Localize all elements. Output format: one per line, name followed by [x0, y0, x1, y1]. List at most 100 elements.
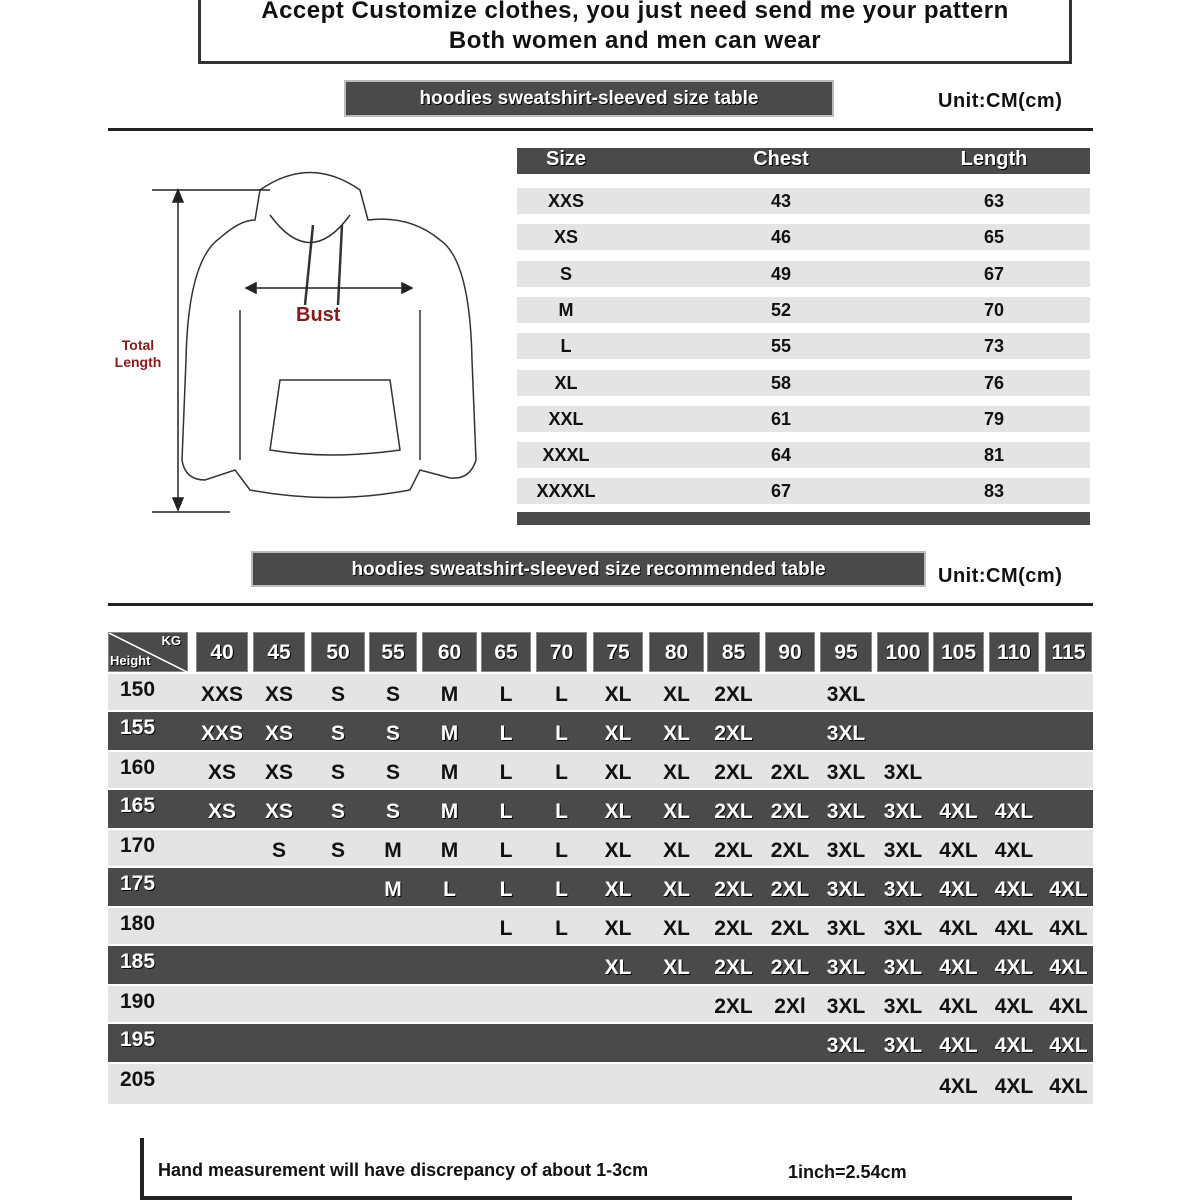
size-cell: S — [385, 722, 400, 745]
size-cell: XL — [663, 761, 690, 784]
table-row: XXS 43 63 — [517, 188, 1090, 214]
size-cell: 3XL — [883, 878, 923, 901]
size-cell: 2XL — [714, 683, 753, 706]
size-cell: 4XL — [939, 956, 978, 979]
weight-header: 115 — [1045, 632, 1092, 672]
size-cell: 2XL — [714, 722, 753, 745]
size-cell: 3XL — [826, 878, 866, 901]
table-cell: XL — [554, 372, 578, 393]
size-cell: 3XL — [883, 800, 923, 823]
table-cell: 49 — [770, 263, 792, 284]
size-cell: 2XL — [770, 917, 810, 940]
size-cell: XL — [663, 917, 690, 940]
table-cell: 67 — [983, 263, 1005, 284]
size-cell: 2XL — [714, 878, 753, 901]
table-cell: 43 — [770, 191, 792, 211]
size-cell: S — [330, 683, 345, 706]
header-banner: Accept Customize clothes, you just need … — [198, 0, 1072, 64]
weight-header: 95 — [820, 632, 872, 672]
size-cell: 3XL — [883, 761, 923, 784]
size-cell: XXS — [200, 722, 244, 745]
size-cell: 3XL — [826, 917, 866, 940]
table-cell: XS — [553, 227, 578, 248]
rec-table-title: hoodies sweatshirt-sleeved size recommen… — [251, 551, 926, 587]
table-row: XXL 61 79 — [517, 405, 1090, 432]
size-cell: 3XL — [826, 839, 866, 862]
height-label: 205 — [120, 1068, 156, 1091]
table-cell: XXL — [548, 408, 584, 429]
size-table-unit: Unit:CM(cm) — [938, 90, 1063, 112]
table-cell: XXS — [547, 191, 585, 211]
table-cell: 64 — [770, 445, 792, 466]
size-cell: 3XL — [826, 722, 866, 745]
size-cell: XL — [663, 956, 690, 979]
size-cell: S — [385, 683, 400, 706]
size-table-header: Size Chest Length — [517, 148, 1090, 174]
size-cell: XS — [264, 761, 293, 784]
table-row: 205 4XL 4XL 4XL — [108, 1062, 1093, 1104]
size-cell: 3XL — [826, 683, 866, 706]
size-cell: 2XL — [714, 917, 753, 940]
size-cell: 3XL — [826, 1034, 866, 1057]
table-row: 195 3XL 3XL 4XL 4XL 4XL — [108, 1022, 1093, 1062]
rec-table-unit: Unit:CM(cm) — [938, 565, 1063, 587]
bust-label: Bust — [296, 304, 341, 326]
weight-header: 105 — [933, 632, 984, 672]
size-cell: 3XL — [826, 956, 866, 979]
divider — [108, 128, 1093, 131]
table-cell: S — [559, 263, 572, 284]
size-cell: 4XL — [939, 1034, 978, 1057]
table-cell: L — [560, 336, 572, 357]
table-cell: 81 — [983, 445, 1005, 466]
size-cell: XL — [663, 839, 690, 862]
size-cell: 4XL — [1049, 956, 1088, 979]
size-cell: XS — [264, 683, 293, 706]
column-header: Size — [545, 148, 587, 170]
size-cell: 3XL — [883, 839, 923, 862]
table-cell: XXXXL — [536, 481, 596, 502]
table-cell: 52 — [770, 299, 792, 320]
total-length-label: Total Length — [110, 337, 166, 371]
weight-header: 85 — [707, 632, 760, 672]
size-cell: 4XL — [939, 878, 978, 901]
table-cell: XXXL — [542, 445, 590, 466]
size-cell: 3XL — [826, 995, 866, 1018]
table-row: M 52 70 — [517, 296, 1090, 323]
size-cell: 2XL — [714, 995, 753, 1018]
table-cell: M — [558, 299, 574, 320]
size-cell: 4XL — [994, 995, 1034, 1018]
weight-header: 60 — [422, 632, 477, 672]
size-cell: 4XL — [994, 839, 1034, 862]
table-row: XL 58 76 — [517, 369, 1090, 396]
size-cell: 4XL — [939, 917, 978, 940]
height-label: 155 — [120, 716, 156, 739]
size-cell: L — [499, 683, 513, 706]
table-row: XS 46 65 — [517, 224, 1090, 251]
rec-table-corner: KG Height — [108, 632, 189, 673]
table-row: 185 XL XL 2XL 2XL 3XL 3XL 4XL 4XL 4XL — [108, 944, 1093, 984]
weight-header: 75 — [593, 632, 643, 672]
size-cell: 4XL — [994, 878, 1034, 901]
size-cell: 4XL — [939, 839, 978, 862]
size-cell: L — [555, 878, 568, 901]
size-cell: XL — [604, 800, 632, 823]
bust-arrow-icon — [244, 281, 414, 295]
divider — [108, 603, 1093, 606]
size-cell: L — [499, 722, 513, 745]
size-cell: M — [440, 800, 459, 823]
size-cell: 4XL — [994, 917, 1034, 940]
table-row: 190 2XL 2Xl 3XL 3XL 4XL 4XL 4XL — [108, 984, 1093, 1022]
size-cell: 4XL — [1049, 1075, 1088, 1098]
size-cell: S — [330, 800, 345, 823]
size-cell: L — [555, 761, 568, 784]
table-cell: 79 — [983, 408, 1005, 429]
size-cell: M — [384, 878, 402, 901]
size-cell: 4XL — [1049, 1034, 1088, 1057]
table-row: 165 XS XS S S M L L XL XL 2XL 2XL 3XL 3XL 4XL 4XL — [108, 788, 1093, 828]
diagonal-line-icon — [109, 633, 189, 673]
column-header: Chest — [753, 148, 809, 170]
height-label: 195 — [120, 1028, 156, 1051]
height-label: 160 — [120, 756, 156, 779]
height-label: 165 — [120, 794, 156, 817]
table-cell: 63 — [983, 191, 1005, 211]
